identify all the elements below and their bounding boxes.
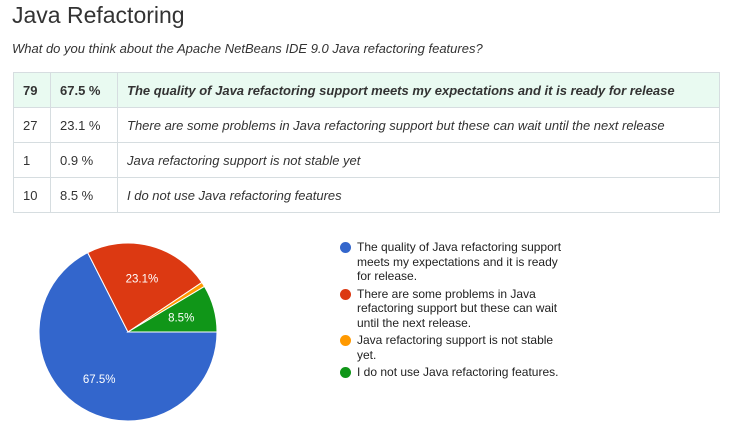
answer-cell: There are some problems in Java refactor… [117,107,720,143]
legend-label: Java refactoring support is not stable y… [357,333,554,362]
table-row: 79 67.5 % The quality of Java refactoring … [13,72,720,108]
legend-label: I do not use Java refactoring features. [357,365,559,379]
percent-cell: 0.9 % [50,142,118,178]
table-row: 27 23.1 % There are some problems in Java … [13,107,720,143]
answer-cell: The quality of Java refactoring support … [117,72,720,108]
pie-chart: 67.5% 23.1% 8.5% [38,242,218,422]
legend-item: The quality of Java refactoring support … [340,240,565,284]
results-table: 79 67.5 % The quality of Java refactoring … [13,72,720,213]
legend-dot-icon [340,242,351,253]
pie-slice [38,251,218,422]
table-row: 10 8.5 % I do not use Java refactoring fea… [13,177,720,213]
count-cell: 1 [13,142,51,178]
question-text: What do you think about the Apache NetBe… [12,41,483,56]
legend-dot-icon [340,288,351,300]
legend-dot-icon [340,335,351,346]
count-cell: 27 [13,107,51,143]
percent-cell: 23.1 % [50,107,118,143]
legend-label: The quality of Java refactoring support … [357,240,562,283]
legend-label: There are some problems in Java refactor… [357,286,558,330]
legend-item: There are some problems in Java refactor… [340,287,565,331]
slice-label: 8.5% [168,312,194,324]
pie-slice [126,285,218,333]
answer-cell: I do not use Java refactoring features [117,177,720,213]
percent-cell: 67.5 % [50,72,118,108]
count-cell: 10 [13,177,51,213]
legend-item: Java refactoring support is not stable y… [340,333,565,362]
slice-label: 67.5% [83,374,116,386]
percent-cell: 8.5 % [50,177,118,213]
chart-legend: The quality of Java refactoring support … [340,240,565,383]
legend-item: I do not use Java refactoring features. [340,365,565,380]
page-title: Java Refactoring [12,2,185,28]
count-cell: 79 [13,72,51,108]
legend-dot-icon [340,367,351,378]
slice-label: 23.1% [126,274,159,286]
pie-slice [87,242,203,333]
table-row: 1 0.9 % Java refactoring support is not st… [13,142,720,178]
answer-cell: Java refactoring support is not stable y… [117,142,720,178]
